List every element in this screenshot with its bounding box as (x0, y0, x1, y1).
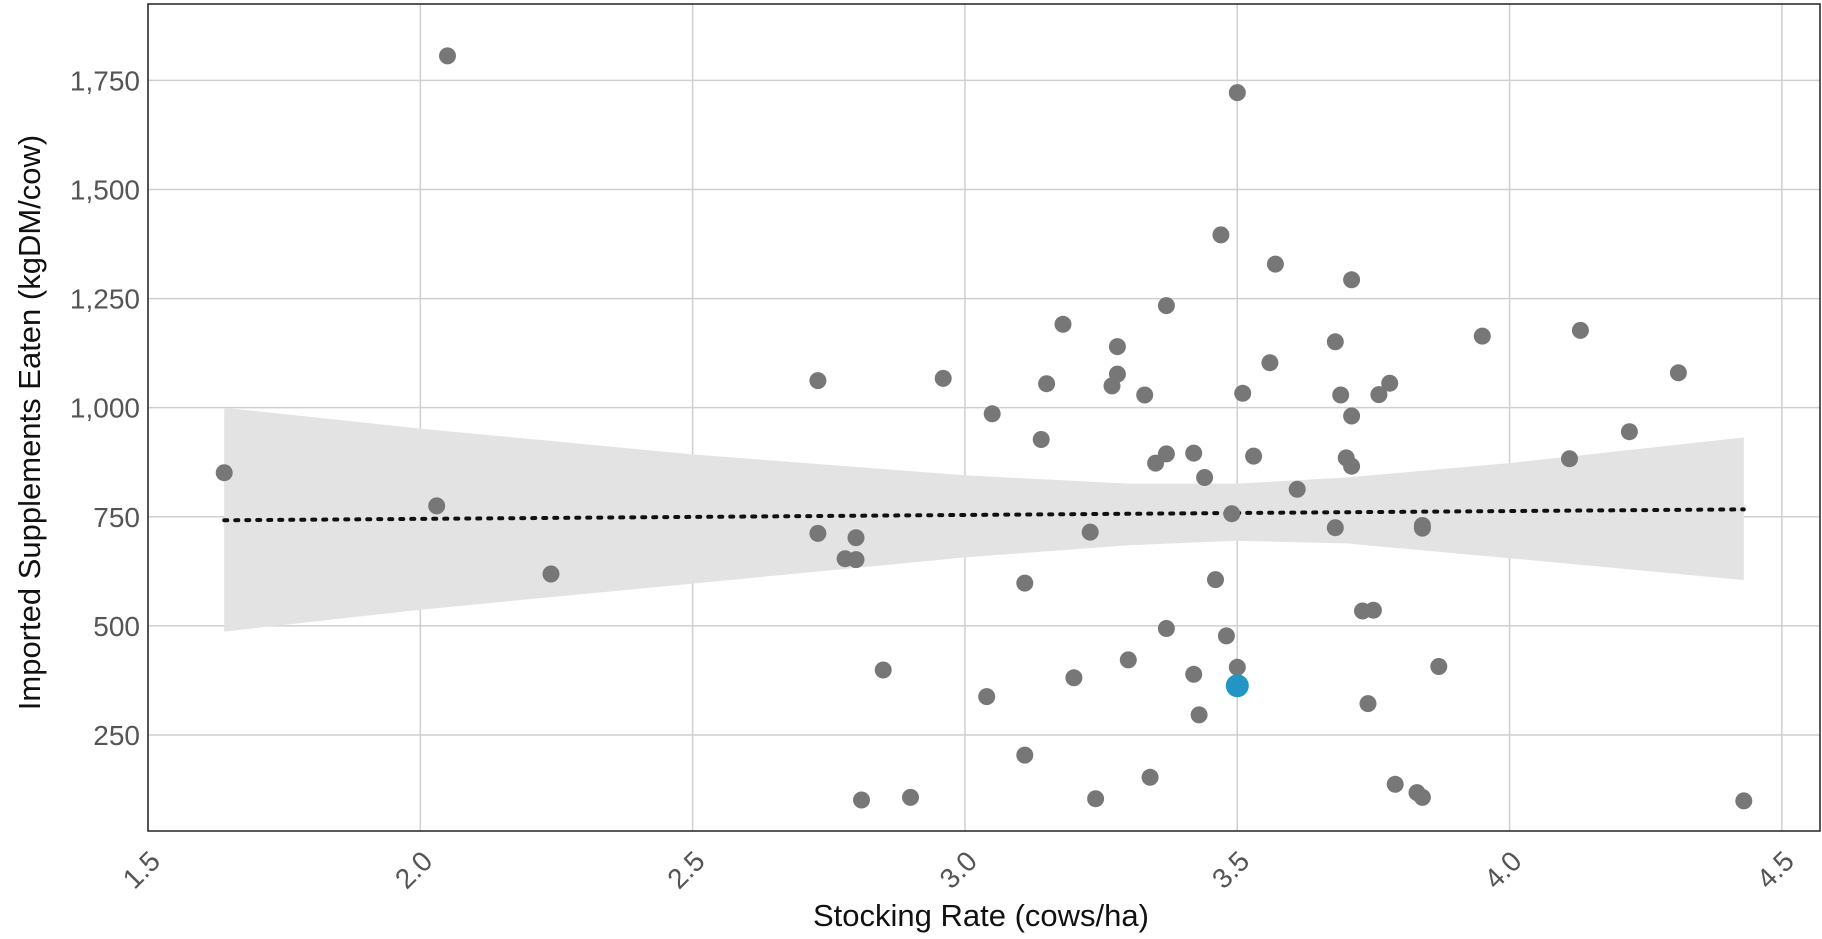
data-point-22 (1087, 790, 1105, 808)
data-point-66 (1473, 327, 1491, 345)
y-tick-label-0: 250 (93, 720, 140, 751)
data-point-63 (1413, 517, 1431, 534)
data-point-33 (1185, 444, 1203, 462)
data-point-21 (1081, 523, 1099, 541)
x-axis-title: Stocking Rate (cows/ha) (813, 898, 1149, 933)
data-point-36 (1196, 469, 1214, 486)
data-point-70 (1669, 364, 1687, 382)
data-point-57 (1364, 601, 1382, 619)
highlight-point (1225, 674, 1249, 698)
data-point-18 (1038, 375, 1056, 393)
data-point-58 (1370, 386, 1388, 404)
confidence-band (224, 407, 1744, 632)
data-point-45 (1261, 354, 1279, 372)
data-point-30 (1157, 445, 1175, 463)
data-point-48 (1326, 333, 1344, 351)
trend-line-layer (222, 507, 1746, 523)
data-point-50 (1332, 386, 1350, 404)
data-point-42 (1228, 658, 1246, 676)
data-point-28 (1141, 768, 1159, 786)
data-point-16 (1016, 574, 1034, 592)
confidence-band-layer (224, 407, 1744, 632)
data-point-47 (1288, 480, 1306, 498)
data-point-54 (1343, 271, 1361, 289)
data-point-1 (428, 497, 446, 515)
y-axis-title: Imported Supplements Eaten (kgDM/cow) (12, 135, 47, 710)
data-point-19 (1054, 315, 1072, 333)
data-point-0 (215, 464, 233, 482)
data-point-3 (542, 565, 560, 583)
y-tick-label-5: 1,500 (70, 174, 140, 205)
y-tick-label-6: 1,750 (70, 65, 140, 96)
data-point-5 (809, 524, 827, 542)
data-point-39 (1217, 627, 1235, 645)
data-point-59 (1381, 374, 1399, 392)
data-point-44 (1245, 447, 1263, 465)
data-point-40 (1223, 505, 1241, 523)
data-point-15 (1016, 746, 1034, 764)
data-point-8 (847, 551, 865, 569)
data-point-71 (1735, 792, 1753, 810)
data-point-53 (1343, 407, 1361, 425)
y-tick-label-3: 1,000 (70, 393, 140, 424)
plot-frame (147, 3, 1821, 832)
y-tick-label-2: 750 (93, 502, 140, 533)
data-point-26 (1119, 651, 1137, 669)
data-point-12 (934, 369, 952, 387)
data-point-68 (1571, 321, 1589, 339)
data-point-64 (1413, 788, 1431, 806)
data-point-4 (809, 372, 827, 390)
data-point-25 (1108, 365, 1126, 383)
data-point-11 (902, 788, 919, 806)
data-point-35 (1190, 706, 1208, 724)
data-points (215, 47, 1753, 810)
data-point-7 (847, 529, 865, 547)
data-point-52 (1343, 457, 1361, 475)
data-point-67 (1561, 450, 1578, 468)
data-point-65 (1430, 658, 1448, 675)
data-point-38 (1212, 226, 1230, 244)
data-point-69 (1620, 423, 1638, 441)
data-point-60 (1386, 775, 1404, 793)
data-point-43 (1234, 384, 1252, 402)
y-tick-label-4: 1,250 (70, 284, 140, 315)
data-point-46 (1266, 255, 1284, 273)
data-point-41 (1228, 84, 1246, 102)
data-point-24 (1108, 338, 1126, 356)
data-point-20 (1065, 669, 1083, 687)
data-point-9 (853, 791, 870, 809)
data-point-17 (1032, 431, 1050, 448)
data-point-56 (1359, 695, 1377, 713)
data-point-32 (1157, 297, 1175, 315)
data-point-13 (978, 688, 996, 706)
data-point-27 (1136, 386, 1154, 404)
data-point-14 (983, 405, 1001, 423)
data-point-37 (1207, 571, 1224, 589)
data-point-34 (1185, 665, 1203, 683)
trend-line (222, 507, 1746, 523)
data-point-2 (439, 47, 456, 65)
data-point-49 (1326, 519, 1344, 537)
y-tick-label-1: 500 (93, 611, 140, 642)
data-point-31 (1157, 620, 1175, 637)
data-point-10 (874, 661, 892, 679)
y-axis-ticks: 250 500 750 1,000 1,250 1,500 1,750 (70, 65, 140, 751)
